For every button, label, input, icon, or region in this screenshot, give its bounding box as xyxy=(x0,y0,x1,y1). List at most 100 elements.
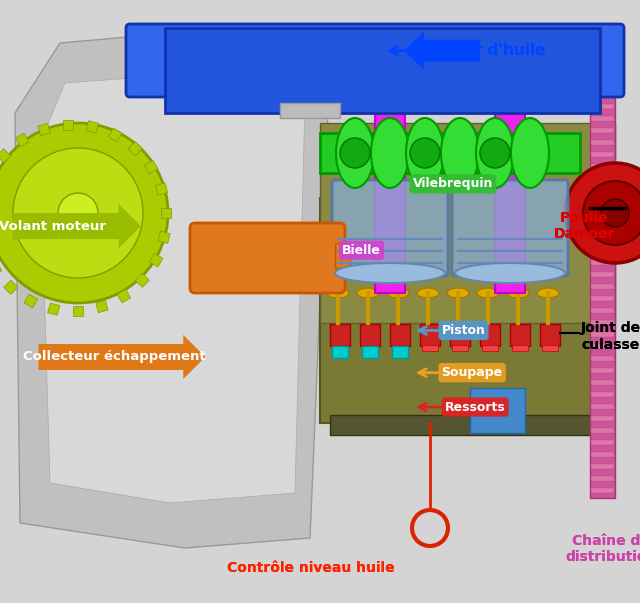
Bar xyxy=(480,324,500,346)
Bar xyxy=(591,80,614,85)
Bar xyxy=(591,440,614,445)
Ellipse shape xyxy=(455,263,565,283)
Circle shape xyxy=(13,148,143,278)
Bar xyxy=(591,284,614,289)
Bar xyxy=(128,142,142,156)
Bar xyxy=(591,320,614,325)
Bar xyxy=(591,428,614,433)
Bar xyxy=(591,308,614,313)
Bar xyxy=(452,345,468,351)
Text: Soupape: Soupape xyxy=(442,366,503,379)
Bar xyxy=(591,92,614,97)
Bar xyxy=(335,243,350,268)
Bar xyxy=(362,345,378,351)
Bar xyxy=(0,149,11,163)
Text: Chaîne de
distribution: Chaîne de distribution xyxy=(566,534,640,564)
Circle shape xyxy=(480,138,510,168)
Bar xyxy=(591,272,614,277)
Bar xyxy=(392,345,408,351)
Text: Poulie
Damper: Poulie Damper xyxy=(554,211,615,241)
Bar xyxy=(86,121,99,133)
Text: Vilebrequin: Vilebrequin xyxy=(413,177,493,191)
Bar xyxy=(320,133,580,173)
Ellipse shape xyxy=(371,118,409,188)
Bar xyxy=(320,123,615,323)
Bar xyxy=(591,464,614,469)
Bar xyxy=(149,253,163,267)
Bar xyxy=(165,28,600,113)
Bar xyxy=(591,224,614,229)
Circle shape xyxy=(340,138,370,168)
Bar xyxy=(591,416,614,421)
Bar xyxy=(591,164,614,169)
Bar xyxy=(591,260,614,265)
Bar xyxy=(591,248,614,253)
Bar xyxy=(591,332,614,337)
FancyBboxPatch shape xyxy=(126,24,624,97)
Bar xyxy=(390,324,410,346)
Bar xyxy=(15,133,29,147)
Text: Carter d'huile: Carter d'huile xyxy=(428,43,545,58)
Bar xyxy=(450,324,470,346)
Ellipse shape xyxy=(511,118,549,188)
Bar xyxy=(330,415,600,435)
Ellipse shape xyxy=(441,118,479,188)
Polygon shape xyxy=(15,28,330,548)
Bar xyxy=(392,346,408,358)
Bar xyxy=(542,345,558,351)
Bar xyxy=(591,128,614,133)
Bar xyxy=(591,296,614,301)
Bar xyxy=(591,212,614,217)
Bar xyxy=(330,324,350,346)
Circle shape xyxy=(583,181,640,245)
Text: Chaîne de
distribution: Chaîne de distribution xyxy=(566,534,640,564)
Ellipse shape xyxy=(335,263,445,283)
Bar xyxy=(0,262,2,276)
Bar xyxy=(591,200,614,205)
Bar xyxy=(4,280,18,294)
FancyBboxPatch shape xyxy=(190,223,345,293)
Bar xyxy=(591,392,614,397)
Bar xyxy=(420,324,440,346)
Text: Piston: Piston xyxy=(442,324,486,337)
Bar xyxy=(73,306,83,316)
Bar xyxy=(512,345,528,351)
Bar xyxy=(495,113,525,293)
Bar xyxy=(96,300,108,313)
Bar xyxy=(63,120,73,130)
Bar xyxy=(591,380,614,385)
Bar xyxy=(591,236,614,241)
Ellipse shape xyxy=(477,288,499,298)
Ellipse shape xyxy=(476,118,514,188)
Bar xyxy=(360,324,380,346)
Bar xyxy=(591,152,614,157)
Bar xyxy=(156,183,168,195)
Bar xyxy=(320,198,615,423)
Text: Contrôle niveau huile: Contrôle niveau huile xyxy=(227,561,394,575)
Bar xyxy=(422,345,438,351)
Text: Joint de
culasse: Joint de culasse xyxy=(581,321,640,352)
Bar xyxy=(482,345,498,351)
Ellipse shape xyxy=(357,288,379,298)
Circle shape xyxy=(601,199,629,227)
Bar xyxy=(591,344,614,349)
Ellipse shape xyxy=(336,118,374,188)
Ellipse shape xyxy=(387,288,409,298)
Ellipse shape xyxy=(447,288,469,298)
FancyArrow shape xyxy=(38,335,205,379)
Polygon shape xyxy=(40,73,305,503)
Bar xyxy=(591,176,614,181)
FancyBboxPatch shape xyxy=(452,180,568,276)
Text: Contrôle niveau huile: Contrôle niveau huile xyxy=(227,561,394,575)
Bar xyxy=(135,273,149,287)
Bar xyxy=(24,294,38,308)
Text: Volant moteur: Volant moteur xyxy=(0,219,106,233)
Bar xyxy=(47,303,60,315)
Bar xyxy=(591,188,614,193)
Bar xyxy=(591,404,614,409)
Circle shape xyxy=(0,123,168,303)
Bar xyxy=(117,289,131,303)
Bar xyxy=(362,346,378,358)
Ellipse shape xyxy=(406,118,444,188)
Bar xyxy=(510,324,530,346)
